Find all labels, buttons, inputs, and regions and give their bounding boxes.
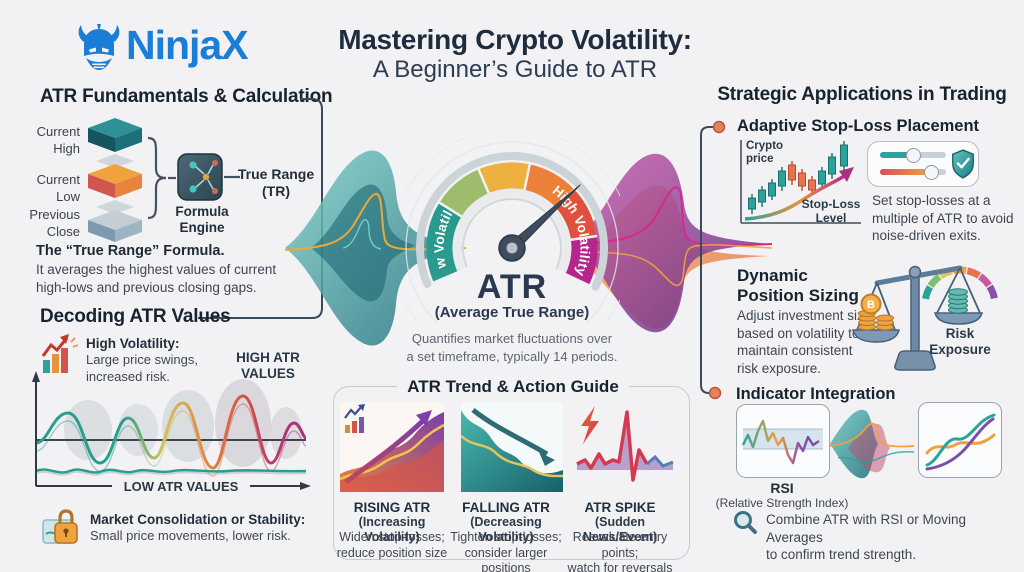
stack-label-current-low: Current Low [36,172,80,204]
consolidation-title: Market Consolidation or Stability: [90,512,306,527]
moving-average-chart [925,413,996,471]
stack-label-current-high: Current High [36,124,80,156]
rsi-card [736,404,830,478]
card3-body: Reevaluate entry points; watch for rever… [567,530,673,572]
atr-wave-chart [32,371,311,490]
card3-subtitle: (Sudden News/Event) [582,515,658,544]
stack-label-previous-close: Previous Close [29,207,80,239]
crypto-price-label: Crypto price [746,140,784,166]
high-volatility-body: Large price swings, increased risk. [86,352,198,384]
stop-loss-level-label: Stop-Loss Level [801,197,861,225]
candlestick-chart [740,140,861,224]
atr-gauge: Low Volatility High Volatility [405,135,620,323]
network-icon [189,160,218,194]
brand-name: NinjaX [126,22,249,68]
card2-subtitle: (Decreasing Volatility) [470,515,542,544]
rising-atr-chart [340,402,444,492]
formula-title: The “True Range” Formula. [36,243,225,259]
lightning-icon [581,406,599,444]
purple-waveform-art [575,153,773,333]
magnifier-icon [734,511,757,534]
bitcoin-coins: B [858,293,894,331]
slider-knob-2[interactable] [924,165,939,180]
indicator-body: Combine ATR with RSI or Moving Averages … [766,512,967,563]
decoding-heading: Decoding ATR Values [40,306,231,327]
consolidation-body: Small price movements, lower risk. [90,528,291,543]
action-guide-heading: ATR Trend & Action Guide [397,377,629,396]
card1-body: Widen stop-losses; reduce position size [336,530,448,560]
position-sizing-title: Dynamic Position Sizing [737,266,859,305]
risk-coins [948,288,968,314]
stop-loss-body: Set stop-losses at a multiple of ATR to … [872,193,1014,244]
formula-body: It averages the highest values of curren… [36,262,277,295]
volatility-bars-icon [41,334,79,373]
applications-heading: Strategic Applications in Trading [717,84,1007,105]
true-range-output-label: True Range (TR) [237,166,315,199]
true-range-stack-diagram [88,118,240,242]
lock-icon [42,509,78,544]
low-atr-values-label: LOW ATR VALUES [112,479,250,494]
indicator-title: Indicator Integration [736,385,896,403]
svg-text:B: B [867,299,875,311]
moving-average-card [918,402,1002,478]
card1-title: RISING ATR [353,500,431,515]
card3-title: ATR SPIKE [584,500,656,515]
gauge-subtitle: (Average True Range) [434,304,590,321]
high-atr-values-label: HIGH ATR VALUES [236,350,300,382]
card1-subtitle: (Increasing Volatility) [358,515,426,544]
slider-fill-2 [880,169,930,175]
risk-exposure-label: Risk Exposure [929,326,991,358]
bullet-stop-loss [712,120,726,134]
falling-atr-chart [461,402,563,492]
shield-check-icon [952,149,974,179]
mini-waveform-art [829,409,915,479]
gauge-title: ATR [476,268,548,306]
card2-title: FALLING ATR [462,500,550,515]
risk-sliders-panel [867,141,979,187]
right-connector-line [700,120,726,400]
balance-scale: B [852,265,998,371]
mini-bars-icon [344,404,365,433]
position-sizing-body: Adjust investment size based on volatili… [737,308,871,376]
candles [748,141,848,214]
ninja-logo-icon [78,24,120,70]
atr-spike-chart [576,406,674,482]
teal-waveform-art [284,150,467,346]
bullet-indicator [708,386,722,400]
gauge-description: Quantifies market fluctuations over a se… [406,331,618,364]
slider-knob-1[interactable] [906,148,921,163]
stop-loss-title: Adaptive Stop-Loss Placement [737,117,980,135]
fundamentals-heading: ATR Fundamentals & Calculation [40,86,333,107]
page-title-line1: Mastering Crypto Volatility: [338,24,692,55]
rsi-chart [741,419,823,465]
rsi-sublabel: (Relative Strength Index) [715,496,849,510]
rsi-label: RSI [770,480,794,496]
formula-engine-label: Formula Engine [175,204,229,235]
high-volatility-title: High Volatility: [86,336,180,351]
page-title-line2: A Beginner’s Guide to ATR [372,56,658,83]
card2-body: Tighten stop-losses; consider larger pos… [450,530,562,572]
slider-fill-1 [880,152,912,158]
